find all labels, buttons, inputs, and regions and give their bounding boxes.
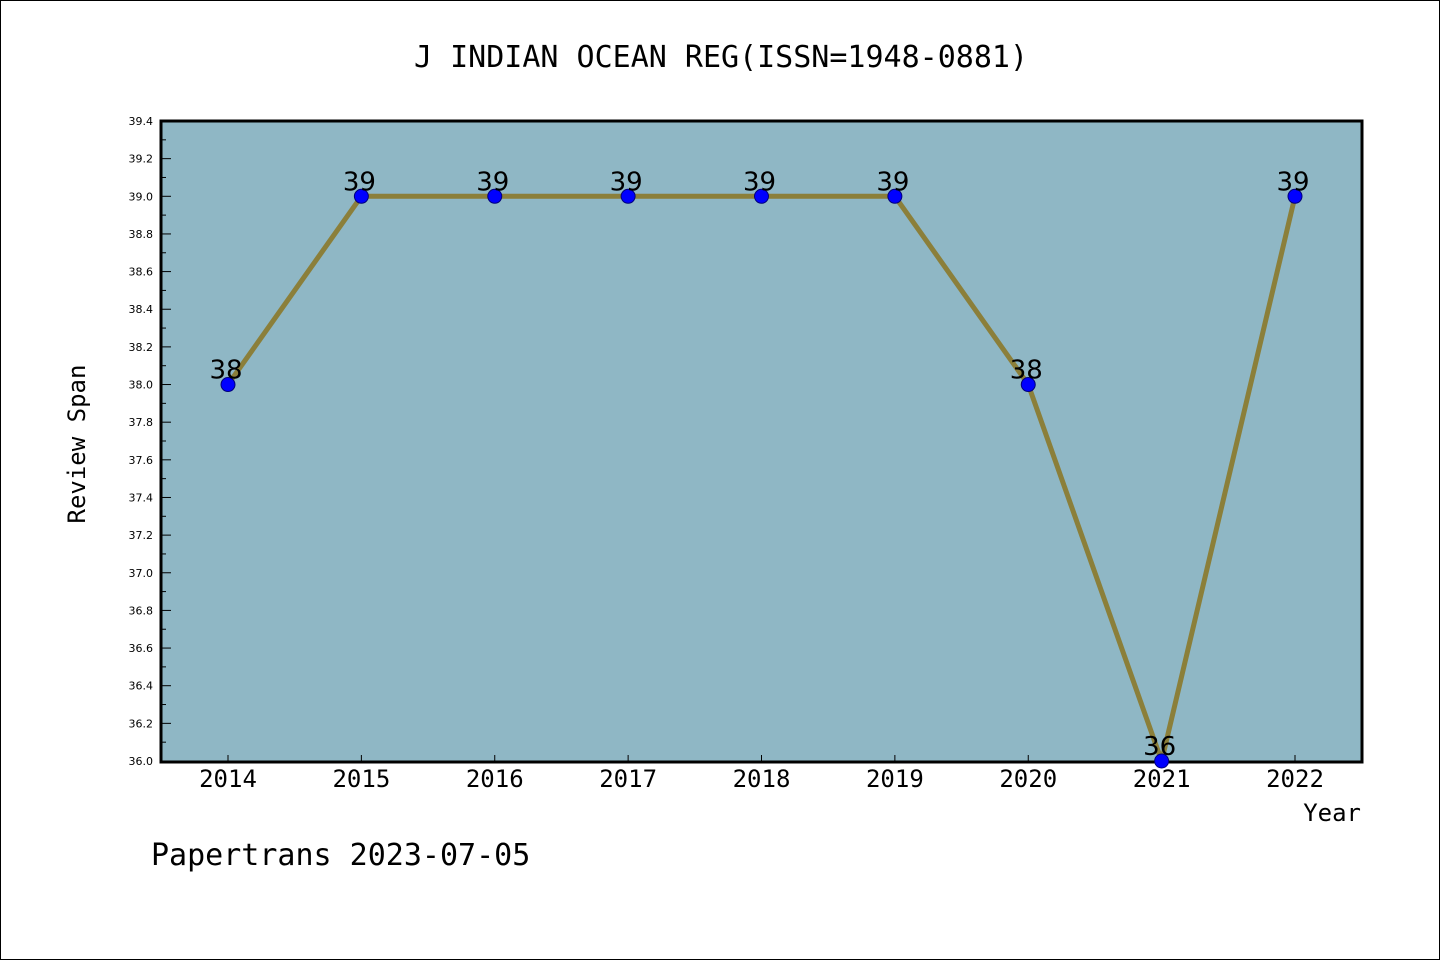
y-tick-label: 36.2 [129, 717, 154, 730]
data-point [1287, 188, 1303, 204]
y-axis-label: Review Span [63, 365, 91, 524]
data-label: 39 [876, 167, 909, 197]
y-tick-label: 38.6 [129, 266, 154, 279]
data-label: 38 [209, 356, 242, 386]
footer-text: Papertrans 2023-07-05 [151, 838, 530, 873]
x-tick-label: 2021 [1133, 765, 1191, 793]
x-tick-label: 2019 [866, 765, 924, 793]
x-tick-label: 2020 [999, 765, 1057, 793]
y-tick-label: 39.2 [129, 153, 154, 166]
data-label: 39 [743, 167, 776, 197]
data-label: 38 [1010, 356, 1043, 386]
y-tick-label: 38.0 [129, 379, 154, 392]
y-tick-label: 37.6 [129, 454, 154, 467]
y-tick-label: 39.4 [129, 115, 154, 128]
y-tick-label: 37.4 [129, 491, 154, 504]
y-tick-label: 37.8 [129, 416, 154, 429]
y-tick-label: 37.2 [129, 529, 154, 542]
y-tick-label: 36.8 [129, 604, 154, 617]
y-tick-label: 39.0 [129, 190, 154, 203]
x-axis-label: Year [1303, 799, 1361, 827]
x-tick-label: 2014 [199, 765, 257, 793]
x-tick-label: 2022 [1266, 765, 1324, 793]
y-tick-label: 38.8 [129, 228, 154, 241]
y-tick-label: 38.4 [129, 303, 154, 316]
data-label: 39 [343, 167, 376, 197]
y-axis: 36.0 36.2 36.4 36.6 36.8 37.0 37.2 37.4 37.6 37.8… [129, 115, 171, 768]
data-label: 36 [1143, 732, 1176, 762]
x-tick-label: 2017 [599, 765, 657, 793]
y-tick-label: 36.0 [129, 755, 154, 768]
plot-area [159, 119, 1364, 764]
chart-title: J INDIAN OCEAN REG(ISSN=1948-0881) [414, 40, 1028, 75]
y-tick-label: 36.4 [129, 680, 154, 693]
y-tick-label: 37.0 [129, 567, 154, 580]
data-point [353, 188, 369, 204]
data-point [1154, 753, 1170, 769]
data-label: 39 [476, 167, 509, 197]
y-tick-label: 38.2 [129, 341, 154, 354]
data-label: 39 [610, 167, 643, 197]
x-tick-label: 2015 [332, 765, 390, 793]
x-tick-label: 2018 [733, 765, 791, 793]
data-point [1020, 377, 1036, 393]
data-label: 39 [1276, 167, 1309, 197]
data-point [887, 188, 903, 204]
data-point [754, 188, 769, 204]
data-point [487, 188, 503, 204]
data-markers [220, 188, 1303, 769]
data-point [620, 188, 636, 204]
y-tick-label: 36.6 [129, 642, 154, 655]
x-tick-label: 2016 [466, 765, 524, 793]
data-point [220, 377, 236, 393]
x-axis: 2014 2015 2016 2017 2018 2019 2020 2021 2022 [199, 755, 1324, 793]
data-labels: 38 39 39 39 39 39 38 36 39 [209, 167, 1309, 762]
